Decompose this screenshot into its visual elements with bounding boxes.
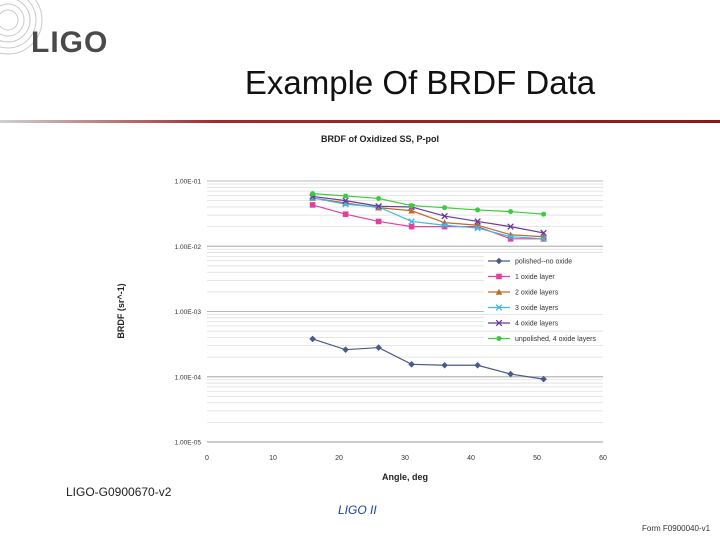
logo: LIGO bbox=[0, 0, 120, 70]
legend-entry-bg bbox=[484, 270, 606, 283]
document-id: LIGO-G0900670-v2 bbox=[66, 485, 175, 499]
slide-title: Example Of BRDF Data bbox=[244, 64, 596, 101]
series-line bbox=[312, 197, 544, 240]
y-tick-label: 1.00E-05 bbox=[175, 440, 202, 447]
data-point-diamond bbox=[309, 335, 316, 343]
data-point-diamond bbox=[375, 344, 382, 351]
data-point-diamond bbox=[507, 370, 514, 378]
x-tick-label: 20 bbox=[335, 455, 343, 462]
form-number: Form F0900040-v1 bbox=[642, 524, 711, 533]
data-point-diamond bbox=[474, 361, 481, 369]
logo-text: LIGO bbox=[31, 26, 109, 59]
y-tick-labels: 1.00E-01 1.00E-02 1.00E-03 1.00E-04 1.00E-05 bbox=[175, 179, 202, 447]
data-point-x bbox=[375, 203, 382, 210]
legend-label: 1 oxide layer bbox=[515, 274, 555, 281]
y-tick-label: 1.00E-01 bbox=[175, 179, 202, 186]
x-tick-label: 0 bbox=[205, 455, 209, 462]
chart-svg: 1.00E-01 1.00E-02 1.00E-03 1.00E-04 1.00E-05… bbox=[116, 134, 607, 482]
chart-title: BRDF of Oxidized SS, P-pol bbox=[321, 134, 439, 144]
logo-swirl-icon bbox=[0, 0, 43, 55]
data-point-x bbox=[441, 212, 448, 220]
data-point-triangle bbox=[495, 288, 503, 295]
legend-label: 2 oxide layers bbox=[515, 290, 559, 297]
legend-entry-bg bbox=[484, 317, 606, 329]
data-point-x bbox=[441, 221, 448, 229]
data-point-diamond bbox=[495, 257, 503, 265]
data-point-x bbox=[408, 218, 415, 225]
series-line bbox=[312, 204, 544, 240]
data-point-circle bbox=[442, 205, 448, 211]
data-point-x bbox=[507, 233, 514, 240]
x-axis-title: Angle, deg bbox=[382, 472, 428, 482]
data-point-diamond bbox=[441, 361, 448, 369]
data-point-square bbox=[408, 223, 415, 230]
data-point-x bbox=[507, 223, 514, 230]
series-line bbox=[312, 195, 544, 234]
legend-entry-bg bbox=[484, 332, 606, 345]
y-axis-title: BRDF (sr^-1) bbox=[116, 283, 126, 338]
data-point-square bbox=[375, 218, 382, 225]
series-line bbox=[312, 197, 544, 238]
y-tick-label: 1.00E-03 bbox=[175, 309, 202, 316]
data-point-circle bbox=[310, 191, 316, 197]
data-point-square bbox=[342, 211, 349, 217]
series-layer bbox=[309, 191, 547, 383]
data-point-diamond bbox=[540, 375, 547, 383]
data-point-square bbox=[496, 273, 502, 280]
data-point-x bbox=[495, 304, 503, 311]
x-tick-label: 30 bbox=[401, 455, 409, 462]
data-point-circle bbox=[343, 193, 349, 199]
data-point-square bbox=[309, 202, 316, 208]
x-tick-label: 50 bbox=[533, 455, 541, 462]
data-point-circle bbox=[409, 203, 415, 209]
series-unpolished-4-oxide-layers bbox=[310, 191, 547, 217]
data-point-diamond bbox=[342, 346, 349, 353]
series-line bbox=[312, 338, 544, 380]
grid-layer bbox=[207, 180, 603, 443]
series-line bbox=[312, 193, 544, 215]
footer-label: LIGO II bbox=[338, 503, 377, 517]
x-tick-label: 10 bbox=[269, 455, 277, 462]
legend-label: unpolished, 4 oxide layers bbox=[515, 336, 596, 343]
data-point-circle bbox=[541, 211, 547, 217]
data-point-x bbox=[540, 229, 547, 237]
x-tick-label: 60 bbox=[599, 455, 607, 462]
data-point-x bbox=[474, 224, 481, 232]
title-divider bbox=[0, 120, 720, 123]
data-point-x bbox=[474, 218, 481, 225]
x-tick-labels: 0 10 20 30 40 50 60 bbox=[205, 455, 607, 462]
legend-label: 3 oxide layers bbox=[515, 305, 559, 312]
legend-label: 4 oxide layers bbox=[515, 321, 559, 328]
data-point-x bbox=[540, 235, 547, 243]
legend-label: polished--no oxide bbox=[515, 259, 572, 266]
data-point-circle bbox=[496, 336, 502, 341]
x-tick-label: 40 bbox=[467, 455, 475, 462]
data-point-diamond bbox=[408, 361, 415, 368]
data-point-circle bbox=[475, 207, 481, 213]
y-tick-label: 1.00E-02 bbox=[175, 244, 202, 251]
series-polished-no-oxide bbox=[309, 335, 547, 383]
legend-entry-bg bbox=[484, 255, 606, 267]
legend-entry-bg bbox=[484, 301, 606, 314]
data-point-circle bbox=[376, 195, 382, 201]
data-point-triangle bbox=[408, 207, 415, 214]
data-point-x bbox=[495, 319, 503, 327]
data-point-square bbox=[507, 236, 514, 242]
legend: polished--no oxide 1 oxide layer 2 oxide l… bbox=[484, 255, 606, 345]
brdf-chart: 1.00E-01 1.00E-02 1.00E-03 1.00E-04 1.00E-05… bbox=[110, 128, 620, 488]
data-point-circle bbox=[508, 209, 514, 215]
data-point-square bbox=[441, 223, 448, 230]
legend-entry-bg bbox=[484, 286, 606, 298]
data-point-x bbox=[342, 197, 349, 204]
y-tick-label: 1.00E-04 bbox=[175, 374, 202, 381]
